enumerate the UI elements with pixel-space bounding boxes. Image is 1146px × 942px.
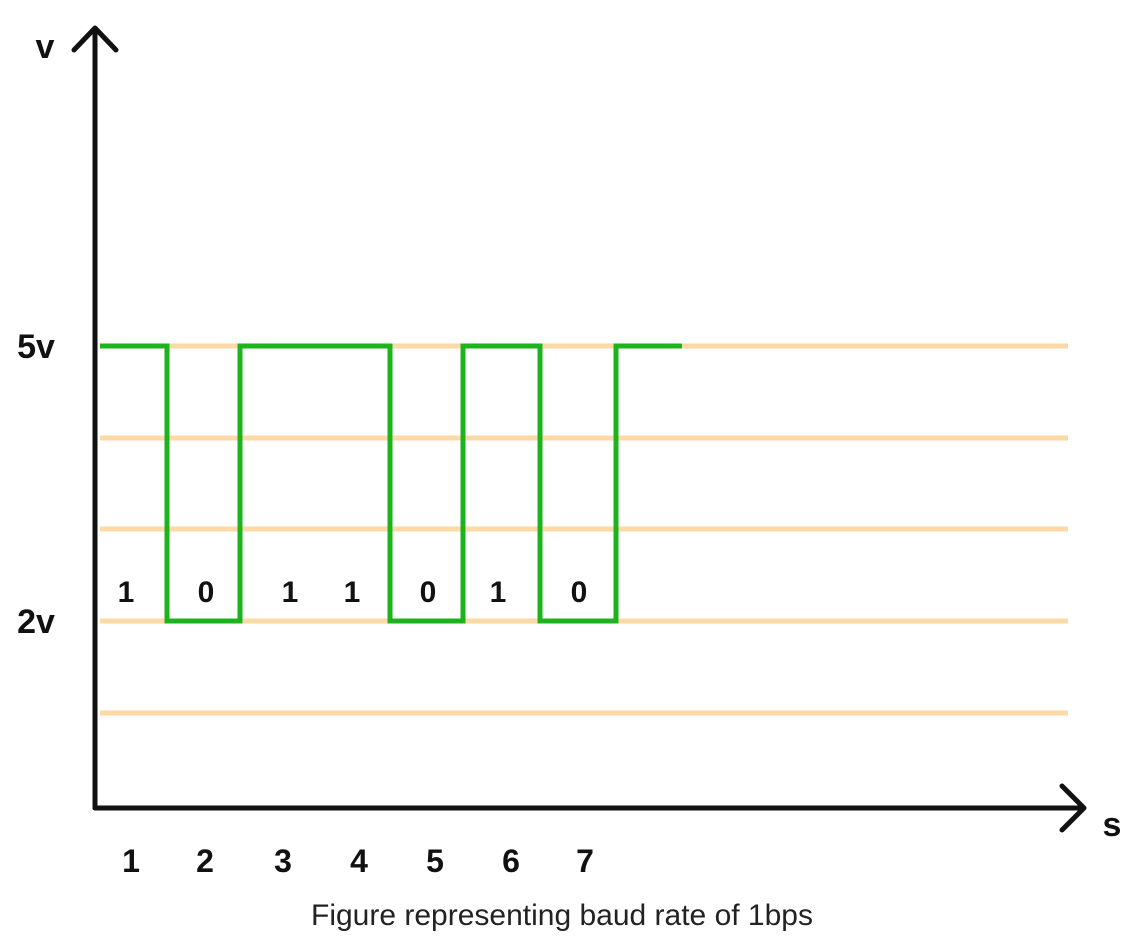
level-label-5v: 5v — [17, 328, 55, 366]
time-tick-label: 3 — [274, 843, 292, 879]
y-axis-arrowhead — [71, 25, 119, 53]
x-axis-arrowhead — [1059, 783, 1087, 833]
level-label-2v: 2v — [17, 603, 55, 641]
time-tick-label: 5 — [426, 843, 444, 879]
time-tick-label: 4 — [350, 843, 368, 879]
time-tick-label: 1 — [122, 843, 140, 879]
bit-label: 1 — [118, 576, 135, 609]
x-axis-label: s — [1103, 806, 1122, 844]
bit-label: 1 — [344, 576, 361, 609]
bit-label: 0 — [198, 576, 215, 609]
time-tick-label: 2 — [196, 843, 214, 879]
time-tick-label: 7 — [576, 843, 594, 879]
bit-labels: 1 0 1 1 0 1 0 — [118, 576, 588, 609]
bit-label: 0 — [420, 576, 437, 609]
digital-signal-waveform — [100, 343, 682, 624]
time-tick-labels: 1 2 3 4 5 6 7 — [122, 843, 594, 879]
y-axis-label: v — [36, 28, 55, 66]
gridlines — [100, 343, 1068, 716]
bit-label: 1 — [282, 576, 299, 609]
bit-label: 1 — [490, 576, 507, 609]
time-tick-label: 6 — [502, 843, 520, 879]
figure-caption: Figure representing baud rate of 1bps — [311, 899, 813, 932]
axes — [71, 25, 1087, 833]
bit-label: 0 — [571, 576, 588, 609]
